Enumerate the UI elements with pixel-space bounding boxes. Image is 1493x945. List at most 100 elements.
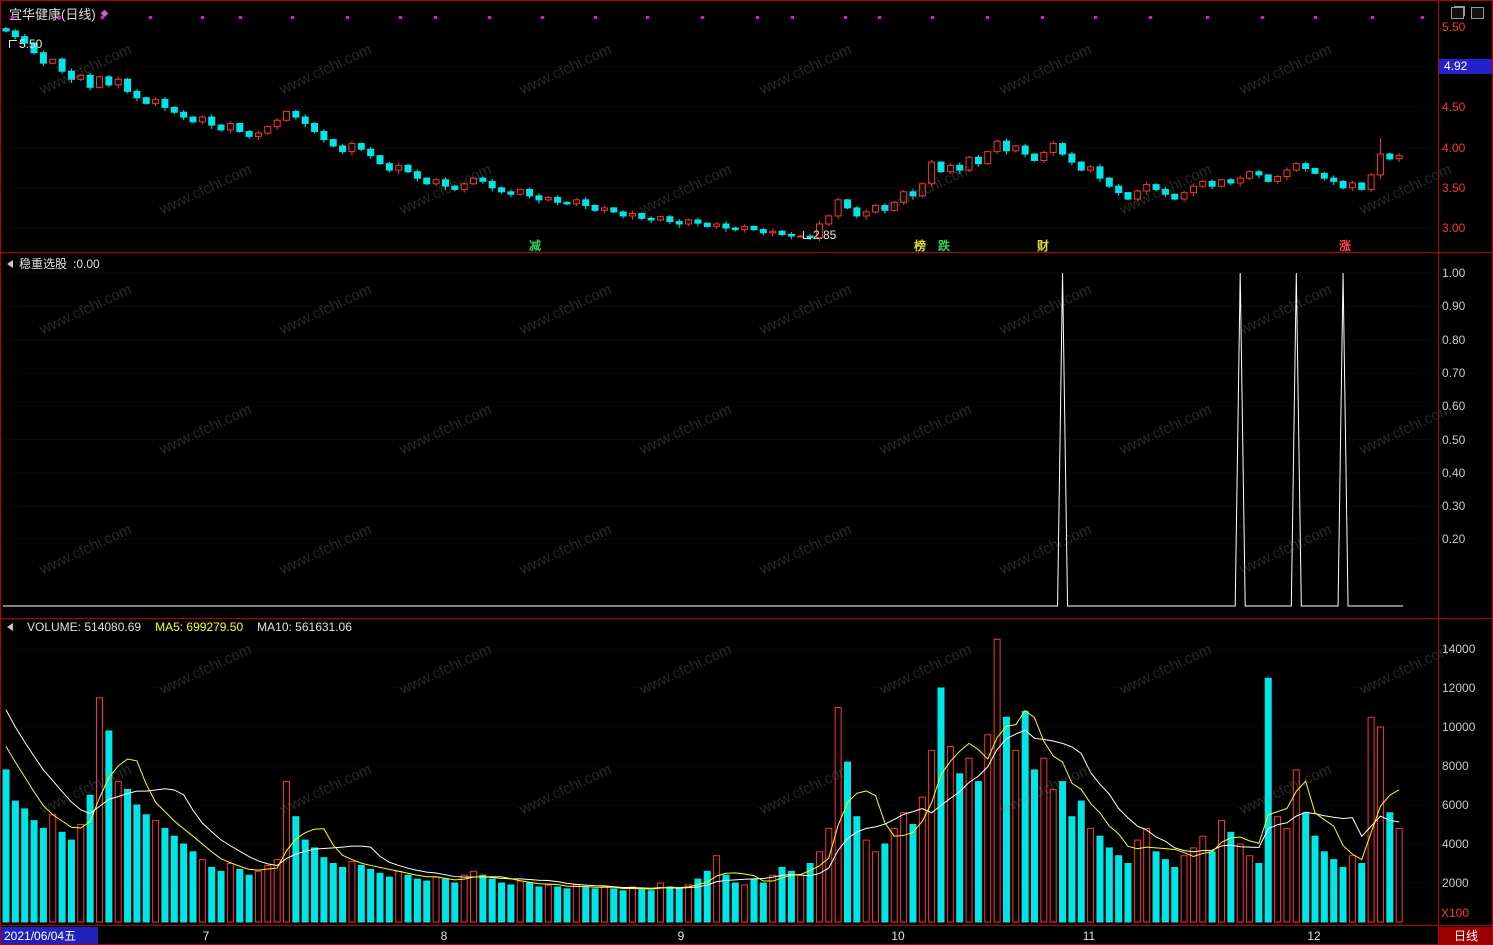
date-label: 2021/06/04五 <box>1 927 98 944</box>
volume-axis-tick: 4000 <box>1442 837 1469 851</box>
volume-bar <box>96 697 103 923</box>
maximize-window-icon[interactable] <box>1471 7 1484 19</box>
event-marker[interactable]: 榜 <box>914 239 927 253</box>
price-axis-tick: 4.00 <box>1442 140 1466 155</box>
candle-body <box>872 204 880 213</box>
dropdown-diamond-icon[interactable]: ◆ <box>100 7 109 19</box>
volume-bar <box>600 886 608 923</box>
axis-divider <box>1438 1 1439 944</box>
high-corner-icon <box>9 40 17 48</box>
volume-bar <box>769 874 777 923</box>
volume-bar <box>152 820 160 923</box>
candle-body <box>806 235 814 239</box>
volume-bar <box>1059 781 1067 923</box>
volume-bar <box>460 874 468 923</box>
volume-bar <box>1218 820 1225 923</box>
period-dot-icon <box>11 16 14 19</box>
volume-bar <box>965 757 973 923</box>
period-selector[interactable]: 日线 <box>1439 927 1492 944</box>
candle-body <box>1115 185 1123 194</box>
price-axis-tick: 3.50 <box>1442 180 1466 195</box>
candle-body <box>208 116 216 126</box>
volume-bar <box>470 870 477 923</box>
period-dot-icon <box>1149 16 1152 19</box>
candle-body <box>918 183 926 197</box>
volume-bar <box>479 874 487 923</box>
candle-body <box>657 216 664 221</box>
volume-bar <box>1189 847 1197 923</box>
volume-bar <box>666 886 674 923</box>
collapse-icon[interactable] <box>7 623 13 631</box>
candle-body <box>2 28 10 32</box>
event-marker[interactable]: 财 <box>1037 239 1050 253</box>
volume-bar <box>544 884 552 923</box>
volume-bar <box>423 880 431 923</box>
volume-bar <box>731 882 739 923</box>
volume-bar <box>1227 831 1235 923</box>
candle-body <box>535 195 543 201</box>
event-marker[interactable]: 减 <box>529 239 542 253</box>
volume-bar <box>1292 769 1300 923</box>
volume-bar <box>1339 866 1347 923</box>
volume-axis-tick: 14000 <box>1442 642 1476 656</box>
candle-body <box>526 188 534 197</box>
month-label: 7 <box>202 929 210 943</box>
candle-body <box>984 151 992 165</box>
period-dot-icon <box>1261 16 1264 19</box>
volume-bar <box>226 863 234 923</box>
candle-body <box>619 211 627 217</box>
volume-bar <box>582 886 590 923</box>
volume-bar <box>591 888 599 923</box>
candle-body <box>1292 163 1300 171</box>
candle-body <box>217 124 225 131</box>
candle-body <box>413 171 421 179</box>
volume-bar <box>881 843 889 923</box>
restore-window-icon[interactable] <box>1451 7 1464 19</box>
candle-body <box>58 58 66 72</box>
volume-bar <box>1068 816 1076 923</box>
volume-bar <box>30 820 38 923</box>
candle-body <box>1320 172 1328 179</box>
volume-bar <box>413 878 421 923</box>
volume-bar <box>1376 726 1384 923</box>
volume-bar <box>283 781 290 923</box>
candle-body <box>1246 171 1254 179</box>
indicator-axis-tick: 0.40 <box>1442 465 1466 480</box>
volume-bar <box>909 824 917 923</box>
event-marker[interactable]: 跌 <box>938 239 951 253</box>
candle-body <box>1218 179 1225 187</box>
volume-bar <box>507 884 515 923</box>
volume-bar <box>292 816 300 923</box>
volume-bar <box>1395 827 1403 923</box>
candle-body <box>685 219 693 225</box>
period-dot-icon <box>1421 16 1424 19</box>
candle-body <box>563 201 571 205</box>
candle-body <box>928 161 936 185</box>
event-marker[interactable]: 涨 <box>1339 239 1352 253</box>
candle-body <box>1376 153 1384 176</box>
candle-body <box>133 90 141 99</box>
candle-body <box>1180 192 1188 200</box>
candle-body <box>320 131 328 141</box>
ma10-line <box>5 709 1400 889</box>
volume-bar <box>872 851 880 923</box>
volume-bar <box>348 861 356 923</box>
period-dot-icon <box>541 16 544 19</box>
candle-body <box>367 148 375 157</box>
candle-body <box>301 116 309 124</box>
candle-body <box>516 188 524 195</box>
volume-bar <box>984 734 992 923</box>
volume-bar <box>1161 859 1169 923</box>
collapse-icon[interactable] <box>7 259 13 268</box>
candle-body <box>329 139 337 147</box>
period-dot-icon <box>791 16 794 19</box>
candle-body <box>170 106 178 113</box>
candle-body <box>1031 153 1038 161</box>
volume-bar <box>572 884 580 923</box>
volume-bar <box>1124 863 1132 923</box>
candle-body <box>423 177 431 185</box>
candle-body <box>264 126 272 134</box>
indicator-value: :0.00 <box>73 256 100 271</box>
